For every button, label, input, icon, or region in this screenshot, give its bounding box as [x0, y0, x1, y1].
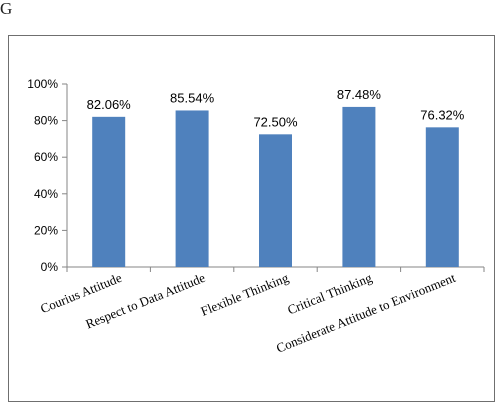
y-tick-label: 20% — [34, 223, 58, 237]
data-label: 82.06% — [87, 97, 132, 112]
chart-frame — [8, 35, 495, 402]
category-label: Flexible Thinking — [199, 270, 292, 319]
bar[interactable] — [175, 110, 209, 268]
data-label: 87.48% — [337, 87, 382, 102]
bar[interactable] — [342, 106, 376, 268]
page-fragment-letter: G — [0, 0, 13, 18]
y-tick-label: 60% — [34, 150, 58, 164]
y-tick-label: 100% — [27, 77, 58, 91]
data-label: 76.32% — [420, 107, 465, 122]
data-label: 85.54% — [170, 90, 215, 105]
y-tick-label: 0% — [41, 260, 59, 274]
bar[interactable] — [92, 116, 126, 267]
y-tick-label: 80% — [34, 114, 58, 128]
y-tick-label: 40% — [34, 187, 58, 201]
bar[interactable] — [425, 127, 459, 267]
bar[interactable] — [259, 134, 292, 267]
data-label: 72.50% — [253, 114, 298, 129]
